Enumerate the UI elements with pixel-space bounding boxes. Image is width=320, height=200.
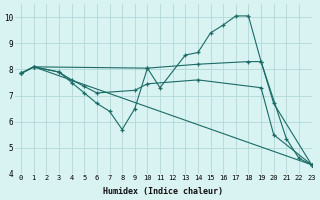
X-axis label: Humidex (Indice chaleur): Humidex (Indice chaleur) [103, 187, 223, 196]
